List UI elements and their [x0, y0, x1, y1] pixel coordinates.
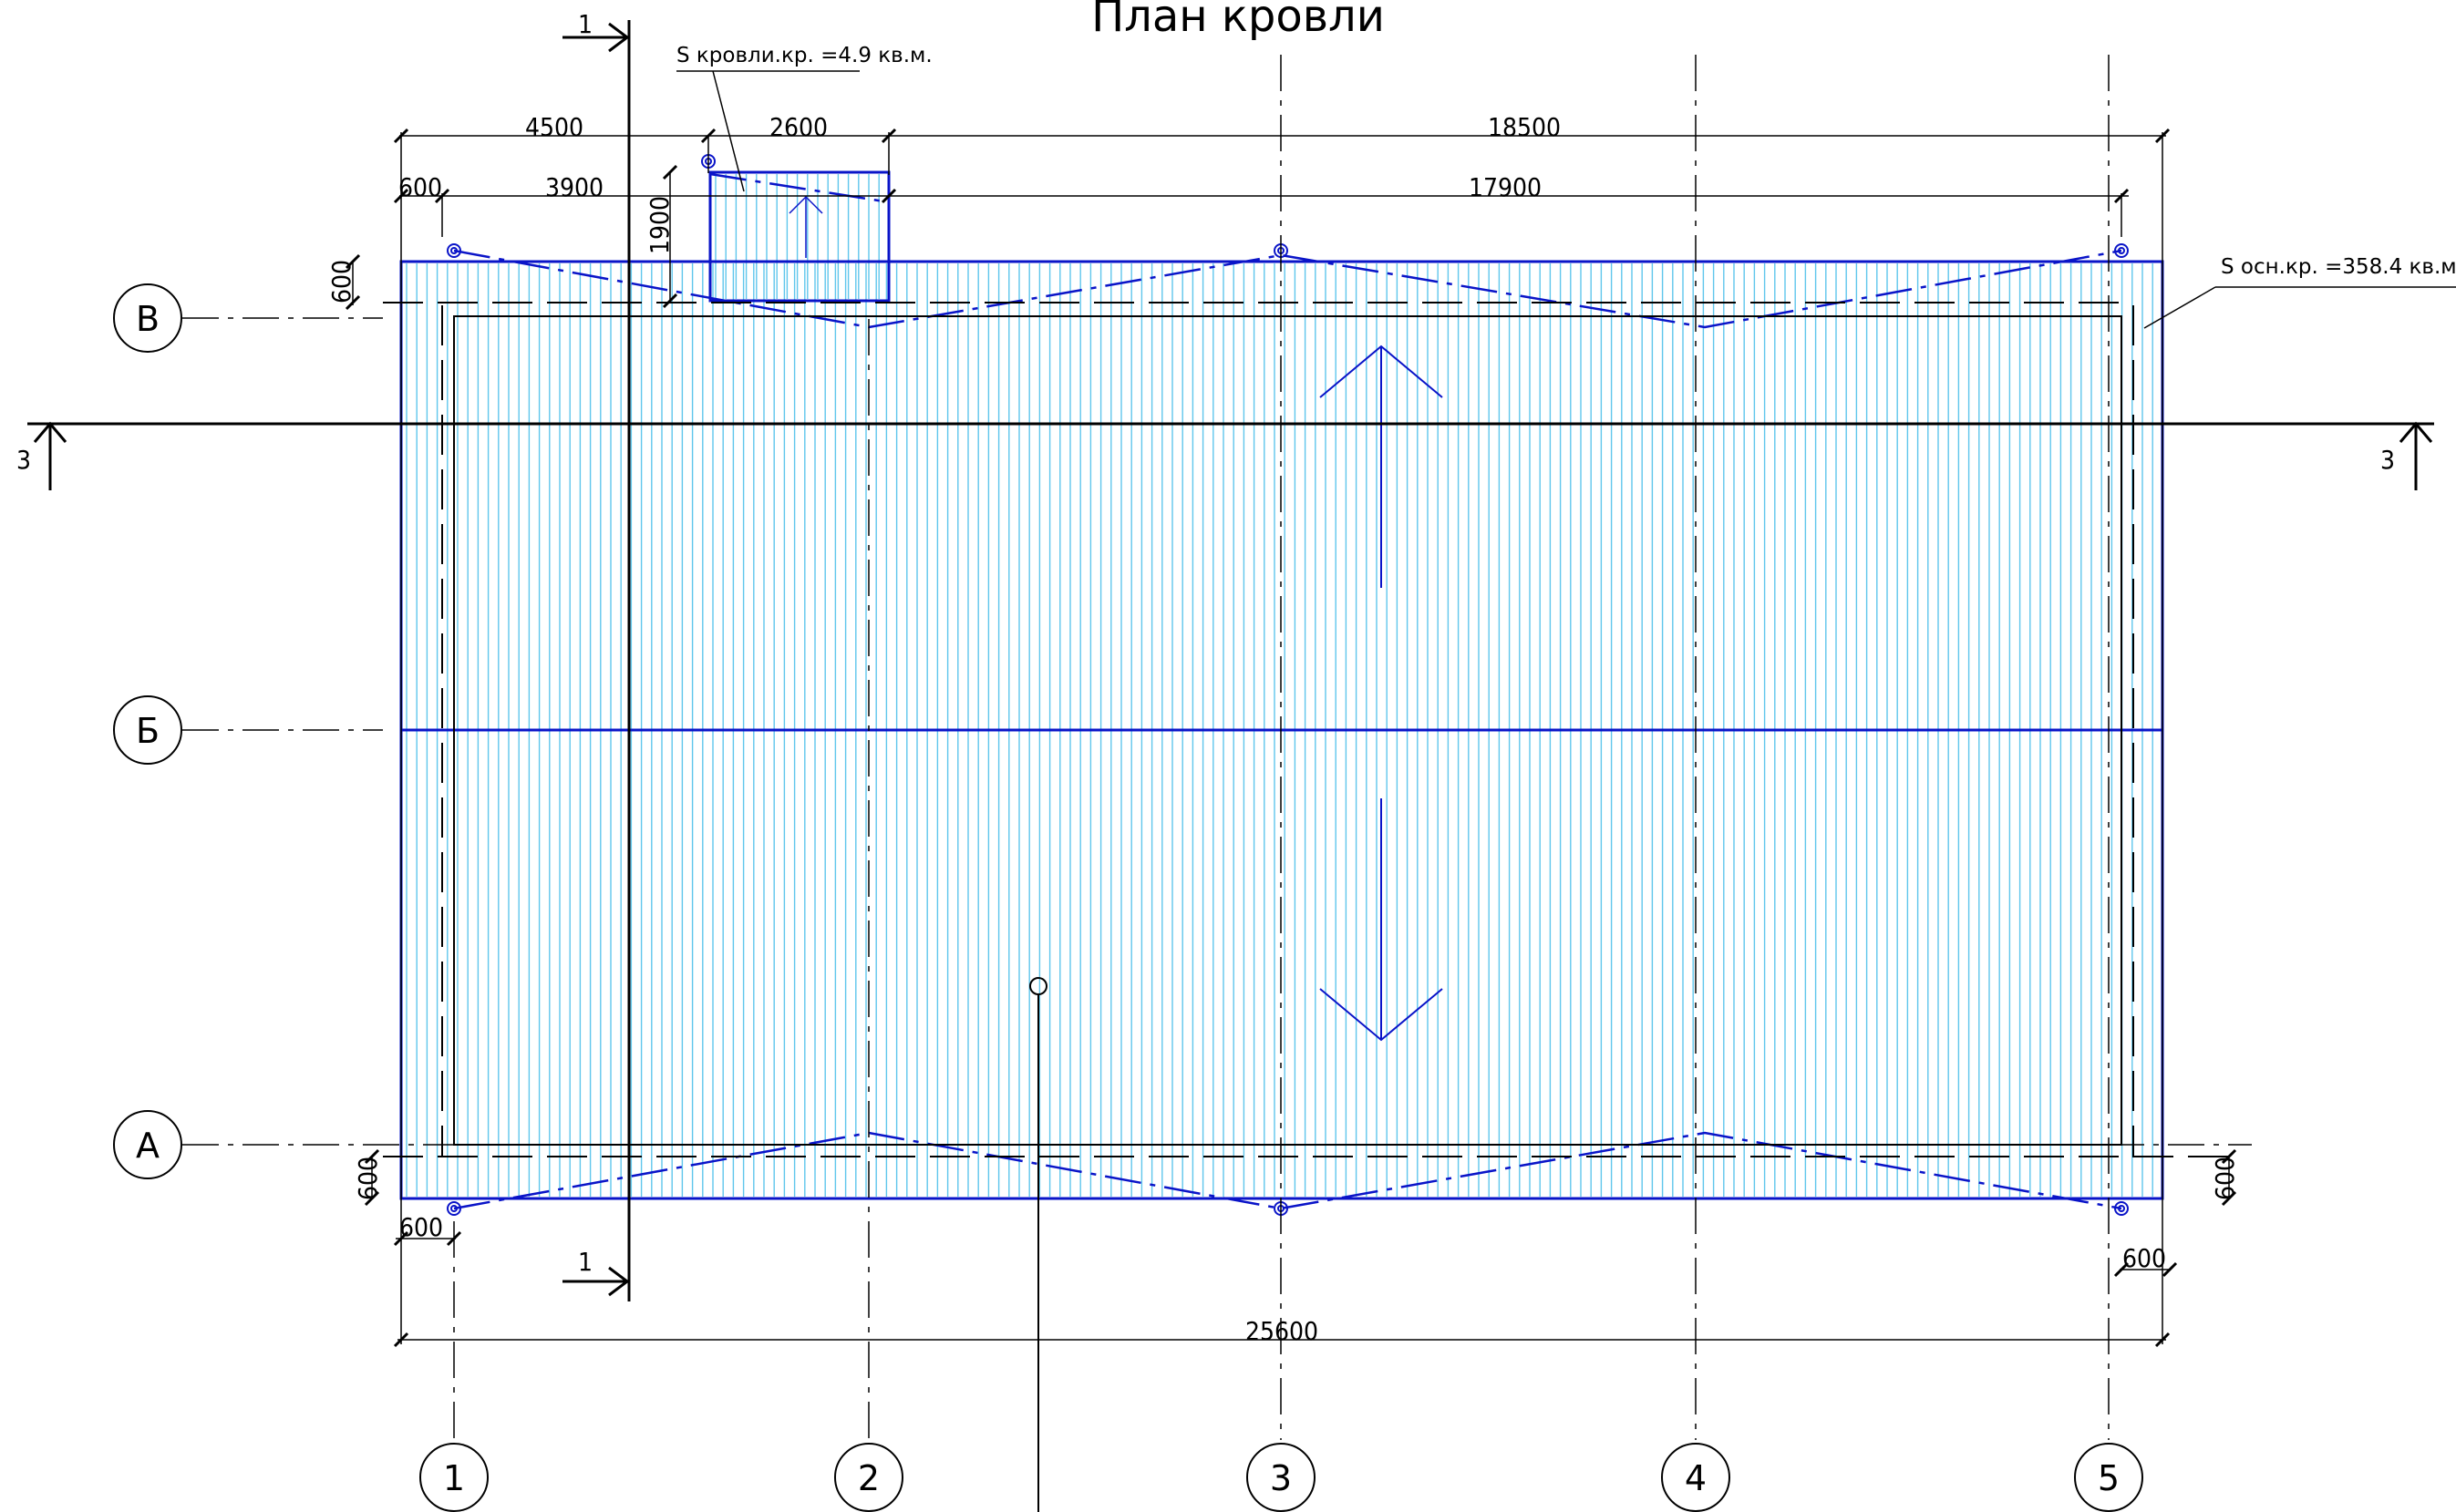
dim-overhang-bottom-left: 600	[399, 1212, 443, 1242]
axis-label-4: 4	[1685, 1458, 1707, 1498]
axis-bubbles-vertical: 1 2 3 4 5	[419, 1443, 2143, 1512]
axis-label-2: 2	[858, 1458, 880, 1498]
axis-label-5: 5	[2098, 1458, 2120, 1498]
axis-bubble-1: 1	[419, 1443, 489, 1512]
axis-bubble-a: А	[113, 1110, 182, 1179]
section-1-label-bottom: 1	[578, 1247, 593, 1277]
axis-label-3: 3	[1270, 1458, 1292, 1498]
small-roof-area-text: S кровли.кр. =4.9 кв.м.	[676, 44, 933, 67]
note-small-roof-area: S кровли.кр. =4.9 кв.м.	[676, 44, 933, 192]
small-roof-outline	[708, 170, 891, 303]
section-3-label-right: 3	[2380, 445, 2395, 475]
dim-overhang-bottom-side-left: 600	[353, 1157, 383, 1200]
dimension-lines	[345, 128, 2237, 1348]
leader-line	[1029, 977, 1047, 1512]
drawing-title: План кровли	[1091, 0, 1385, 42]
section-1-label-top: 1	[578, 9, 593, 39]
dim-top-small-roof-width: 2600	[769, 112, 828, 142]
section-cut-3	[27, 421, 2434, 490]
axis-label-v: В	[136, 299, 160, 339]
small-roof-hatch	[715, 174, 880, 299]
dim-overhang-bottom-right: 600	[2122, 1243, 2166, 1273]
axis-bubble-v: В	[113, 283, 182, 353]
axis-label-a: А	[136, 1126, 160, 1166]
section-cut-1	[562, 20, 631, 1301]
dim-small-roof-depth: 1900	[645, 196, 675, 254]
axis-bubble-3: 3	[1246, 1443, 1316, 1512]
dim-overhang-bottom-side-right: 600	[2210, 1157, 2240, 1200]
axis-bubble-b: Б	[113, 695, 182, 765]
dim-overall-width: 25600	[1245, 1316, 1318, 1346]
axis-bubbles-horizontal: В Б А	[113, 283, 182, 1179]
main-roof	[399, 154, 2164, 1216]
slope-arrow-up	[1319, 345, 1443, 588]
dim-top-left-total: 4500	[525, 112, 583, 142]
axis-label-b: Б	[136, 711, 160, 751]
note-main-roof-area: S осн.кр. =358.4 кв.м.	[2143, 255, 2456, 329]
axis-label-1: 1	[443, 1458, 465, 1498]
dim-inner-left: 3900	[545, 172, 604, 202]
slope-arrow-down	[1319, 798, 1443, 1042]
section-3-label-left: 3	[16, 445, 31, 475]
dim-top-right-total: 18500	[1488, 112, 1561, 142]
grid-axis-lines	[182, 55, 2252, 1440]
small-roof-arrow	[789, 195, 823, 258]
axis-bubble-2: 2	[834, 1443, 903, 1512]
axis-bubble-5: 5	[2074, 1443, 2143, 1512]
dim-overhang-left-top: 600	[398, 172, 442, 202]
roof-drains	[447, 154, 2129, 1216]
drainage-lines	[453, 172, 2122, 1210]
dim-inner-right: 17900	[1469, 172, 1542, 202]
main-roof-area-text: S осн.кр. =358.4 кв.м.	[2221, 255, 2456, 279]
dim-overhang-top-side: 600	[326, 260, 356, 303]
axis-bubble-4: 4	[1661, 1443, 1730, 1512]
